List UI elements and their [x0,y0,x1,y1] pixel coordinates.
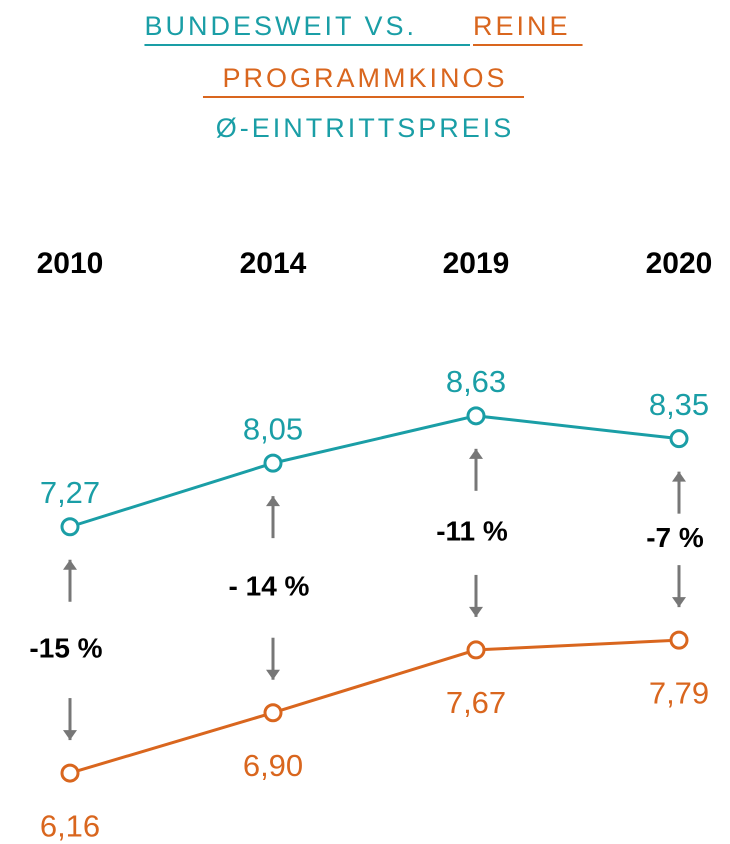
title-part: REINE [473,11,571,41]
value-label: 7,67 [446,685,506,720]
point [669,429,689,449]
year-label: 2019 [443,247,510,280]
point [466,406,486,426]
value-label: 8,05 [243,411,303,446]
value-label: 7,79 [649,675,709,710]
value-label: 8,35 [649,387,709,422]
point [263,453,283,473]
difference-label: - 14 % [229,570,310,601]
arrow-head [266,669,280,680]
title-part: Ø-EINTRITTSPREIS [216,113,515,143]
difference-label: -7 % [646,522,704,553]
year-label: 2020 [646,247,713,280]
year-label: 2010 [37,247,104,280]
arrow-head [672,471,686,482]
title-part: BUNDESWEIT VS. [144,11,417,41]
point [466,640,486,660]
title-part: PROGRAMMKINOS [222,63,507,93]
year-label: 2014 [240,247,307,280]
arrow-head [266,496,280,507]
series-line [69,414,680,529]
value-label: 6,90 [243,748,303,783]
difference-label: -11 % [436,515,508,546]
series-line [69,638,680,775]
value-label: 7,27 [40,475,100,510]
arrow-head [63,730,77,741]
point [60,763,80,783]
value-label: 8,63 [446,364,506,399]
point [669,630,689,650]
point [263,703,283,723]
arrow-head [63,559,77,570]
value-label: 6,16 [40,808,100,843]
arrow-head [672,597,686,608]
point [60,517,80,537]
arrow-head [469,448,483,459]
arrow-head [469,606,483,617]
difference-label: -15 % [29,632,102,663]
